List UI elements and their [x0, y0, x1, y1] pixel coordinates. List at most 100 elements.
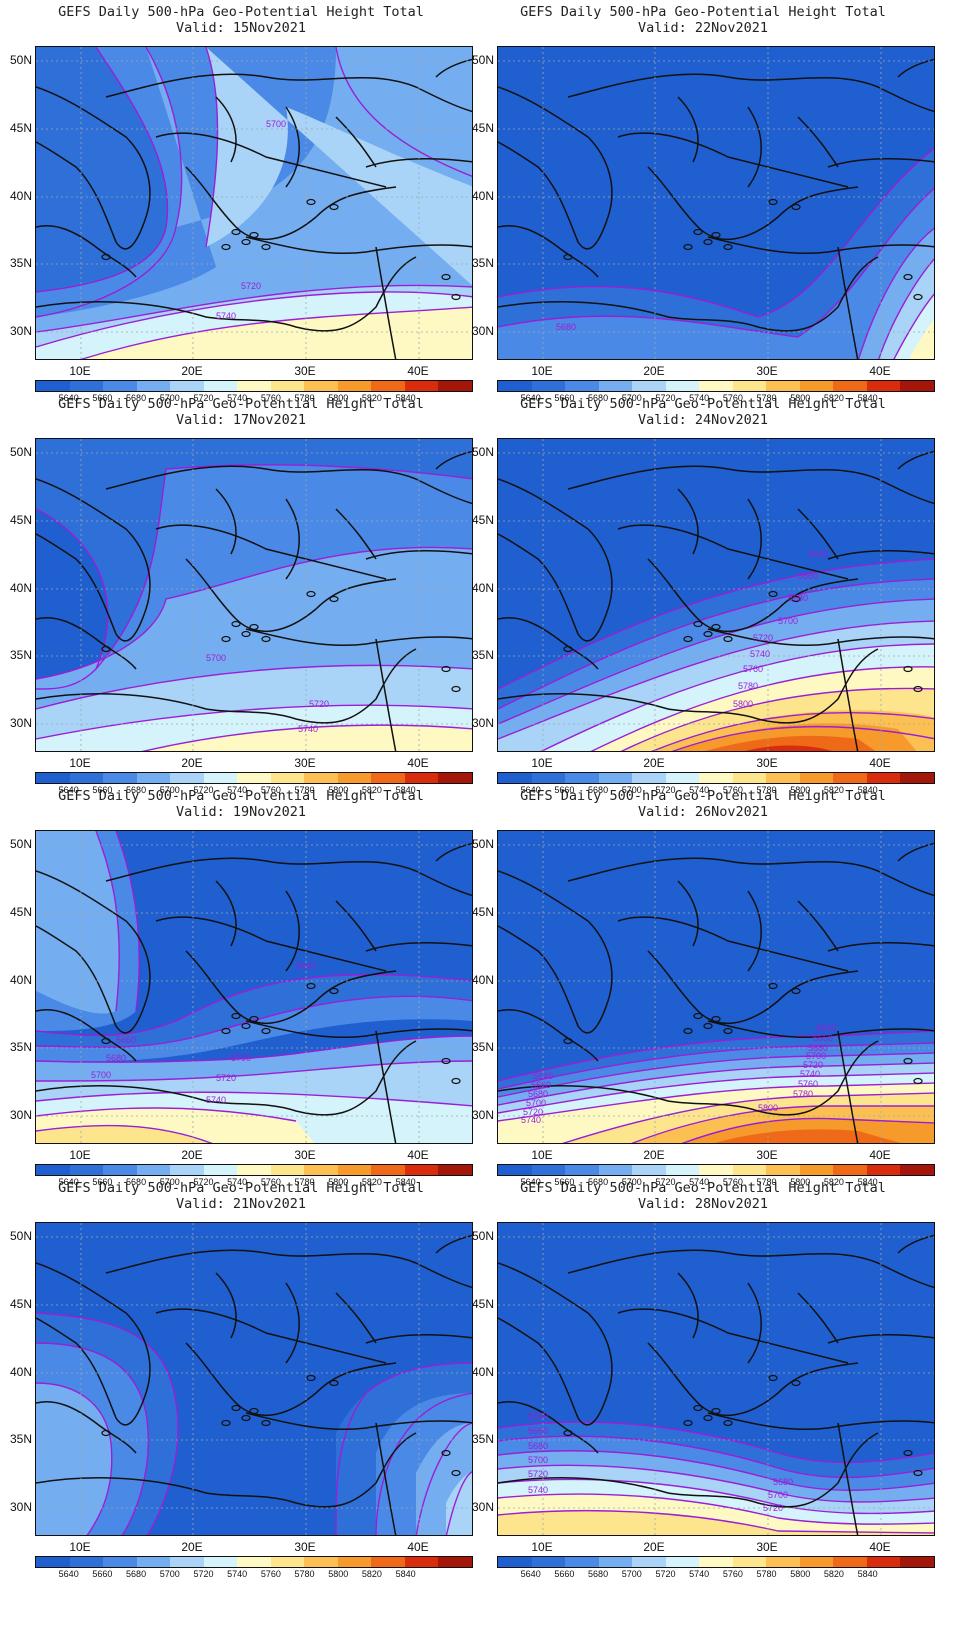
colorbar-label: 5740 [227, 1569, 248, 1579]
contour-line [877, 258, 934, 359]
coastline [335, 900, 377, 952]
lon-tick-label: 40E [407, 1540, 429, 1554]
colorbar-swatch [699, 1165, 733, 1175]
island-outline [261, 1027, 271, 1035]
colorbar-label: 5660 [92, 1569, 113, 1579]
colorbar-label: 5840 [857, 393, 878, 403]
lat-tick-label: 50N [471, 1229, 494, 1243]
island-outline [703, 238, 713, 246]
colorbar-label: 5680 [588, 1177, 609, 1187]
island-outline [903, 1057, 913, 1065]
coastline [498, 1009, 599, 1062]
island-outline [231, 1404, 241, 1412]
contour-label: 5640 [296, 961, 316, 971]
coastline [677, 96, 699, 163]
island-outline [441, 273, 451, 281]
colorbar-swatch [699, 1557, 733, 1567]
colorbar-label: 5680 [126, 785, 147, 795]
lat-tick-label: 50N [9, 837, 32, 851]
panel-valid-date: Valid: 21Nov2021 [175, 1196, 307, 1212]
coastline [375, 1422, 397, 1535]
height-map: 5640 5660 5680 5700 5720 5740 5760 5780 5800 [497, 438, 935, 752]
colorbar-swatch [103, 1557, 137, 1567]
colorbar-label: 5720 [193, 393, 214, 403]
coastline [897, 842, 934, 862]
colorbar-label: 5800 [328, 785, 349, 795]
colorbar-label: 5840 [857, 1569, 878, 1579]
contour-line [498, 1509, 934, 1534]
island-outline [723, 635, 733, 643]
height-band [36, 831, 140, 1031]
colorbar-label: 5660 [554, 393, 575, 403]
height-map [35, 1222, 473, 1536]
contour-line [36, 464, 472, 690]
height-map: 5640 5660 5680 5700 5720 5740 5680 5700 5720 [497, 1222, 935, 1536]
height-band [36, 509, 108, 689]
lon-tick-label: 40E [869, 364, 891, 378]
coastline [567, 73, 934, 113]
contour-label: 5760 [798, 1079, 818, 1089]
colorbar-label: 5780 [294, 1177, 315, 1187]
colorbar-label: 5700 [159, 1177, 180, 1187]
contour-label: 5780 [793, 1089, 813, 1099]
coastline [245, 1412, 472, 1431]
island-outline [231, 228, 241, 236]
coastline [185, 558, 397, 633]
colorbar-swatch [371, 1557, 405, 1567]
coastline [155, 524, 387, 580]
coastline [797, 508, 839, 560]
contour-line [36, 284, 472, 333]
lat-tick-label: 30N [9, 324, 32, 338]
colorbar-swatch [565, 381, 599, 391]
coastline [365, 1334, 472, 1344]
island-outline [329, 1379, 339, 1387]
height-band [909, 319, 934, 359]
colorbar-swatch [103, 1165, 137, 1175]
colorbar-swatch [438, 1165, 472, 1175]
coastline [827, 1334, 934, 1344]
colorbar-swatch [732, 1557, 767, 1567]
colorbar-swatch [900, 1165, 934, 1175]
contour-line [561, 1092, 934, 1143]
colorbar-swatch [69, 1165, 104, 1175]
island-outline [683, 1027, 693, 1035]
coastline [435, 1234, 472, 1254]
coastline [747, 890, 762, 972]
contour-line [498, 1052, 934, 1098]
map-svg: 5640 5660 5680 5700 5700 5720 5740 [36, 831, 472, 1143]
panel-valid-date: Valid: 15Nov2021 [175, 20, 307, 36]
colorbar-swatch [170, 381, 204, 391]
island-outline [249, 1015, 259, 1023]
lat-tick-label: 50N [9, 1229, 32, 1243]
contour-label: 5680 [788, 593, 808, 603]
colorbar-swatch [304, 1165, 338, 1175]
lon-tick-label: 20E [181, 1540, 203, 1554]
colorbar-label: 5760 [260, 393, 281, 403]
coastline [747, 498, 762, 580]
colorbar-label: 5840 [395, 393, 416, 403]
coastline [185, 950, 397, 1025]
colorbar-swatch [270, 1557, 305, 1567]
lat-tick-label: 50N [9, 53, 32, 67]
lat-tick-label: 45N [9, 905, 32, 919]
contour-line [415, 1422, 472, 1535]
coastline [827, 942, 934, 952]
colorbar-label: 5720 [655, 1569, 676, 1579]
colorbar-swatch [665, 773, 700, 783]
colorbar-swatch [270, 773, 305, 783]
coastline [567, 857, 934, 897]
island-outline [913, 1469, 923, 1477]
contour-line [36, 704, 472, 740]
colorbar-swatch [170, 773, 204, 783]
panel-title: GEFS Daily 500-hPa Geo-Potential Height … [58, 396, 424, 412]
contour-line [80, 306, 472, 359]
coastline [837, 1030, 859, 1143]
colorbar-swatch [136, 1165, 171, 1175]
contour-label: 5720 [241, 281, 261, 291]
island-outline [231, 620, 241, 628]
contour-label: 5700 [266, 119, 286, 129]
island-outline [261, 1419, 271, 1427]
colorbar-label: 5840 [395, 1177, 416, 1187]
coastline [36, 86, 151, 250]
island-outline [249, 231, 259, 239]
